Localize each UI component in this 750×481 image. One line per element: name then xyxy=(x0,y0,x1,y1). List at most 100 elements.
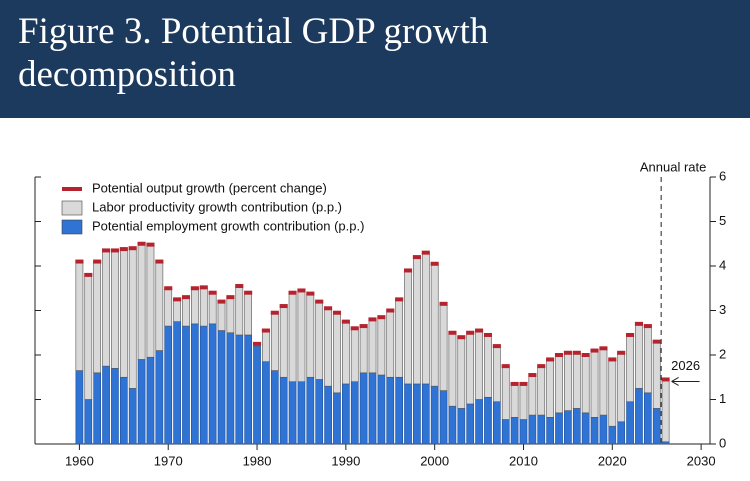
bar-segment xyxy=(173,299,181,322)
bar-segment xyxy=(395,299,403,378)
y-tick-label: 4 xyxy=(719,257,726,272)
bar-segment xyxy=(635,388,643,445)
bar-segment xyxy=(652,341,661,409)
bar-segment xyxy=(528,414,537,445)
bar-segment xyxy=(155,350,164,445)
y-tick-label: 6 xyxy=(719,168,726,183)
bar-segment xyxy=(581,354,590,414)
total-marker xyxy=(626,332,635,337)
total-marker xyxy=(173,297,182,302)
total-marker xyxy=(261,328,270,333)
legend-swatch xyxy=(61,219,83,235)
bar-segment xyxy=(208,323,217,445)
bar-segment xyxy=(564,410,572,445)
bar-segment xyxy=(137,243,146,360)
bar-segment xyxy=(546,359,554,418)
bar-segment xyxy=(555,354,563,414)
total-marker xyxy=(181,295,191,300)
x-tick-label: 2030 xyxy=(687,453,716,468)
bar-segment xyxy=(537,365,546,416)
bar-segment xyxy=(475,330,483,400)
total-marker xyxy=(341,319,350,324)
bar-segment xyxy=(244,292,253,336)
bar-segment xyxy=(572,352,581,409)
bar-segment xyxy=(270,312,279,371)
bar-segment xyxy=(235,334,244,445)
x-tick-label: 2020 xyxy=(598,453,627,468)
total-marker xyxy=(643,324,652,329)
y-tick-label: 5 xyxy=(719,213,726,228)
total-marker xyxy=(217,299,226,304)
bar-segment xyxy=(457,336,466,409)
bar-segment xyxy=(377,316,386,376)
bar-segment xyxy=(270,370,279,445)
total-marker xyxy=(537,364,546,369)
total-marker xyxy=(128,246,137,251)
bar-segment xyxy=(244,334,253,445)
bar-segment xyxy=(661,379,670,443)
bar-segment xyxy=(191,323,199,445)
x-tick-label: 1960 xyxy=(65,453,94,468)
bar-segment xyxy=(333,392,341,445)
bar-segment xyxy=(413,383,421,445)
bar-segment xyxy=(182,325,190,445)
total-marker xyxy=(608,357,617,362)
legend-label: Potential output growth (percent change) xyxy=(92,180,327,195)
total-marker xyxy=(332,310,342,315)
bar-segment xyxy=(404,383,412,445)
bar-segment xyxy=(537,414,546,445)
total-marker xyxy=(93,259,102,264)
bar-segment xyxy=(519,419,528,445)
total-marker xyxy=(84,272,93,277)
bar-segment xyxy=(608,425,617,445)
y-tick-label: 2 xyxy=(719,346,726,361)
total-marker xyxy=(110,248,119,253)
total-marker xyxy=(244,290,253,295)
bar-segment xyxy=(475,399,483,445)
bar-segment xyxy=(510,383,519,418)
bar-segment xyxy=(217,301,226,331)
total-marker xyxy=(137,241,146,246)
bar-segment xyxy=(519,383,528,420)
bar-segment xyxy=(617,421,626,445)
total-marker xyxy=(519,381,528,386)
bar-segment xyxy=(564,352,572,411)
bar-segment xyxy=(93,261,102,374)
bar-segment xyxy=(368,319,377,374)
bar-segment xyxy=(501,419,510,445)
bar-segment xyxy=(253,345,261,445)
bar-segment xyxy=(413,256,421,385)
bar-segment xyxy=(590,350,599,418)
y-tick-label: 3 xyxy=(719,302,726,317)
bar-segment xyxy=(324,385,332,445)
total-marker xyxy=(75,259,84,264)
bar-segment xyxy=(484,396,492,445)
annotation: Annual rate xyxy=(640,159,707,174)
bar-segment xyxy=(404,270,412,385)
annotation: 2026 xyxy=(671,358,700,373)
bar-segment xyxy=(288,292,297,383)
bar-segment xyxy=(208,292,217,325)
bar-segment xyxy=(386,376,395,445)
bar-segment xyxy=(626,401,634,445)
total-marker xyxy=(448,330,457,335)
bar-segment xyxy=(510,416,519,445)
total-marker xyxy=(590,348,599,353)
total-marker xyxy=(528,373,537,378)
bar-segment xyxy=(199,325,208,445)
bar-segment xyxy=(528,374,537,416)
bar-segment xyxy=(359,372,368,445)
total-marker xyxy=(483,332,493,337)
bar-segment xyxy=(146,356,155,445)
total-marker xyxy=(501,364,510,369)
arrow-head xyxy=(671,377,679,386)
bar-segment xyxy=(484,334,492,398)
total-marker xyxy=(146,242,155,247)
bar-segment xyxy=(128,388,137,445)
bar-segment xyxy=(350,327,359,382)
total-marker xyxy=(208,290,217,295)
bar-segment xyxy=(599,414,608,445)
bar-segment xyxy=(217,330,226,445)
bar-segment xyxy=(342,383,350,445)
total-marker xyxy=(164,286,173,291)
